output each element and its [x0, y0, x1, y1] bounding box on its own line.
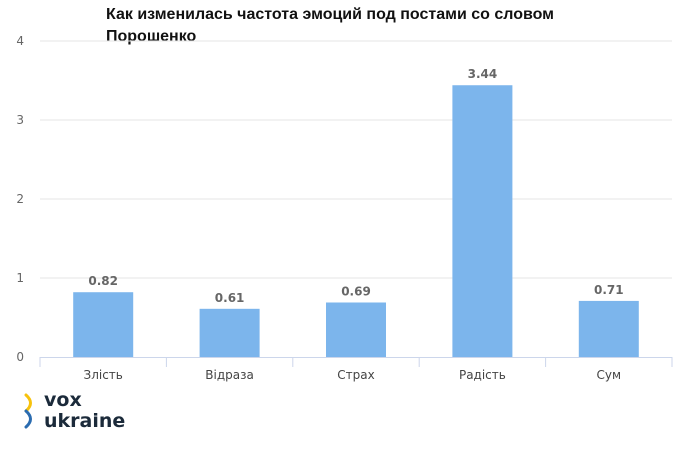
x-axis: Злість Відраза Страх Радість Сум — [39, 357, 673, 382]
gridlines — [40, 40, 672, 279]
data-labels: 0.82 0.61 0.69 3.44 0.71 — [88, 67, 623, 305]
y-tick-label: 0 — [16, 350, 24, 364]
logo-line-ukraine: ukraine — [44, 410, 126, 432]
y-tick-label: 2 — [16, 192, 24, 206]
data-label: 3.44 — [468, 67, 498, 81]
logo-text: vox ukraine — [44, 390, 125, 432]
data-label: 0.69 — [341, 284, 371, 298]
data-label: 0.61 — [215, 291, 245, 305]
bar — [578, 300, 639, 357]
x-tick-label: Відраза — [205, 368, 254, 382]
data-label: 0.71 — [594, 283, 624, 297]
bar — [326, 302, 386, 357]
data-label: 0.82 — [88, 274, 118, 288]
y-tick-label: 3 — [16, 113, 24, 127]
x-tick-label: Радість — [459, 368, 506, 382]
x-tick-label: Злість — [84, 368, 123, 382]
y-tick-label: 4 — [16, 34, 24, 48]
bar — [73, 292, 134, 357]
x-tick-label: Страх — [337, 368, 374, 382]
bars — [73, 85, 639, 358]
logo-mark-icon — [24, 393, 32, 429]
y-axis-ticks: 0 1 2 3 4 — [16, 34, 24, 364]
bar — [199, 308, 260, 357]
x-tick-label: Сум — [597, 368, 622, 382]
bar — [452, 85, 513, 358]
y-tick-label: 1 — [16, 271, 24, 285]
logo-line-vox: vox — [44, 389, 82, 411]
